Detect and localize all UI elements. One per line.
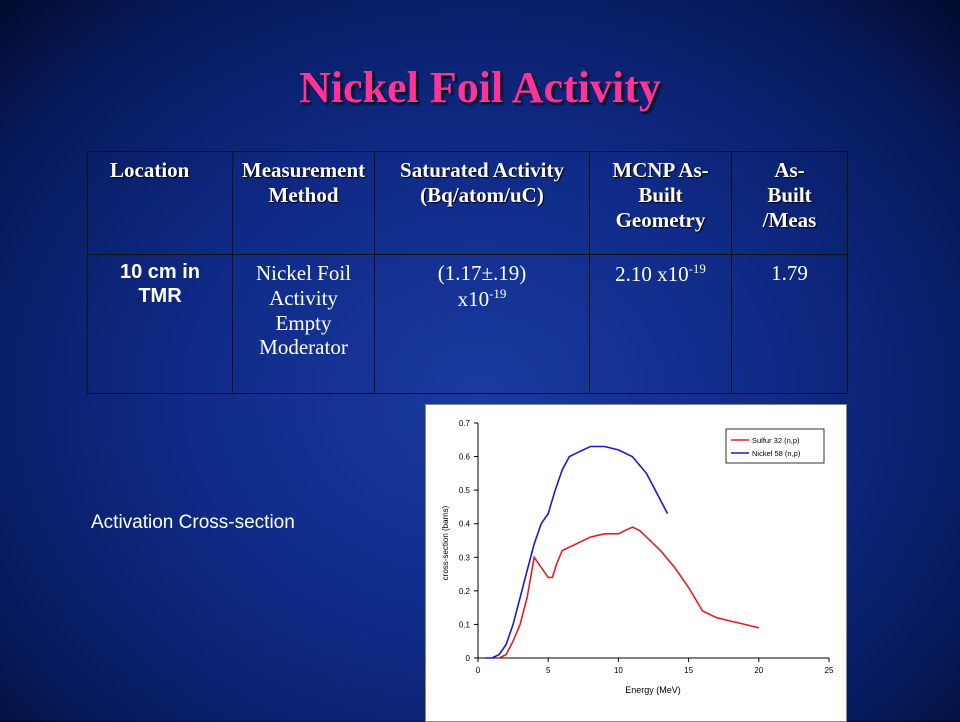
sulfur-series-line <box>498 526 759 659</box>
y-tick-label: 0.6 <box>459 453 471 462</box>
x-axis-label: Energy (MeV) <box>625 685 681 695</box>
header-ratio: As- Built /Meas <box>731 151 848 255</box>
table-row: 10 cm in TMR Nickel Foil Activity Empty … <box>87 254 848 394</box>
chart-caption: Activation Cross-section <box>91 512 295 533</box>
y-axis-label: cross-section (barns) <box>441 505 450 580</box>
cell-location: 10 cm in TMR <box>87 254 233 394</box>
cell-mcnp: 2.10 x10-19 <box>589 254 732 394</box>
header-measurement-method: Measurement Method <box>232 151 375 255</box>
x-tick-label: 15 <box>684 666 693 675</box>
x-tick-label: 0 <box>476 666 481 675</box>
x-tick-label: 10 <box>614 666 623 675</box>
saturated-exponent: x10-19 <box>457 285 507 311</box>
chart-svg: 0 0.1 0.2 0.3 0.4 0.5 0.6 0.7 0 5 10 15 20 25 cross-… <box>441 419 834 695</box>
y-tick-label: 0.4 <box>459 520 471 529</box>
cell-ratio: 1.79 <box>731 254 848 394</box>
table-header-row: Location Measurement Method Saturated Ac… <box>87 151 848 255</box>
x-tick-label: 20 <box>754 666 763 675</box>
y-tick-label: 0.3 <box>459 553 471 562</box>
cell-saturated-activity: (1.17±.19) x10-19 <box>374 254 590 394</box>
cell-method: Nickel Foil Activity Empty Moderator <box>232 254 375 394</box>
nickel-series-line <box>485 445 669 659</box>
legend-label: Sulfur 32 (n,p) <box>752 436 800 445</box>
slide-title: Nickel Foil Activity <box>299 63 661 112</box>
y-tick-label: 0.1 <box>459 620 471 629</box>
header-location: Location <box>87 151 233 255</box>
y-tick-label: 0 <box>466 654 471 663</box>
legend-label: Nickel 58 (n,p) <box>752 449 801 458</box>
y-tick-label: 0.2 <box>459 587 471 596</box>
saturated-value: (1.17±.19) <box>437 261 527 285</box>
cross-section-chart: 0 0.1 0.2 0.3 0.4 0.5 0.6 0.7 0 5 10 15 20 25 cross-… <box>425 404 847 722</box>
activity-table: Location Measurement Method Saturated Ac… <box>87 151 848 394</box>
chart-legend: Sulfur 32 (n,p) Nickel 58 (n,p) <box>725 428 825 464</box>
header-mcnp: MCNP As-Built Geometry <box>589 151 732 255</box>
y-tick-label: 0.7 <box>459 419 471 428</box>
header-saturated-activity: Saturated Activity (Bq/atom/uC) <box>374 151 590 255</box>
legend-box <box>725 428 825 464</box>
y-tick-label: 0.5 <box>459 486 471 495</box>
x-tick-label: 5 <box>546 666 551 675</box>
x-tick-label: 25 <box>825 666 834 675</box>
